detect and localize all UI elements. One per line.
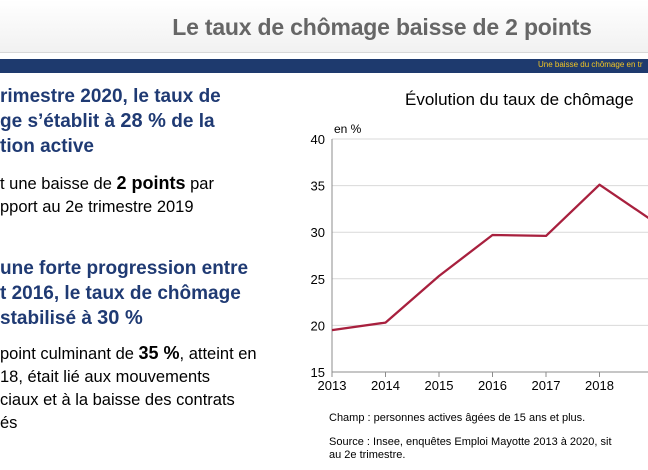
- paragraph-2-text: point culminant de: [0, 345, 139, 363]
- slide-header: Le taux de chômage baisse de 2 points: [0, 0, 648, 53]
- banner-text: Une baisse du chômage en tr: [538, 60, 643, 69]
- y-tick-label: 30: [311, 225, 325, 240]
- headline-1: rimestre 2020, le taux de ge s’établit à…: [0, 84, 221, 159]
- paragraph-2-text-end: , atteint en: [179, 345, 257, 363]
- y-axis-unit: en %: [334, 122, 362, 136]
- headline-1-line-3: tion active: [0, 136, 94, 157]
- paragraph-1-line-2: pport au 2e trimestre 2019: [0, 198, 194, 216]
- x-tick-label: 2014: [371, 378, 400, 393]
- y-tick-labels: 15 20 25 30 35 40: [311, 132, 325, 380]
- headline-2: une forte progression entre t 2016, le t…: [0, 256, 248, 331]
- headline-2-text: stabilisé à: [0, 308, 98, 329]
- source-note-line-1: Source : Insee, enquêtes Emploi Mayotte …: [329, 436, 612, 448]
- chart-axes: [331, 139, 648, 377]
- paragraph-1-line-1: t une baisse de 2 points par: [0, 172, 214, 196]
- x-tick-label: 2013: [318, 378, 347, 393]
- x-tick-label: 2015: [425, 378, 454, 393]
- paragraph-2-line-3: ciaux et à la baisse des contrats: [0, 391, 235, 409]
- peak-value: 35 %: [138, 343, 180, 363]
- source-note-line-2: au 2e trimestre.: [329, 449, 406, 461]
- decrease-points: 2 points: [116, 173, 186, 193]
- x-tick-label: 2018: [585, 378, 614, 393]
- paragraph-2-line-2: 18, était lié aux mouvements: [0, 368, 211, 386]
- chart-grid: [332, 138, 648, 326]
- chart-series: [331, 183, 648, 332]
- paragraph-1-text-end: par: [185, 175, 214, 193]
- x-tick-label: 2016: [478, 378, 507, 393]
- x-tick-labels: 2013201420152016201720182: [318, 378, 614, 393]
- y-tick-label: 25: [311, 272, 325, 287]
- slide-title: Le taux de chômage baisse de 2 points: [172, 14, 592, 40]
- headline-1-text: ge s’établit à: [0, 111, 121, 132]
- chart-title: Évolution du taux de chômage: [405, 90, 634, 109]
- paragraph-1: t une baisse de 2 points par pport au 2e…: [0, 172, 214, 219]
- paragraph-2-line-4: és: [0, 414, 18, 432]
- headline-2-line-3: stabilisé à 30 %: [0, 306, 248, 331]
- rate-value-28: 28 %: [120, 110, 166, 132]
- headline-1-line-1: rimestre 2020, le taux de: [0, 86, 221, 107]
- headline-1-line-2: ge s’établit à 28 % de la: [0, 109, 221, 134]
- y-tick-label: 35: [311, 179, 325, 194]
- y-tick-label: 20: [311, 318, 325, 333]
- headline-2-line-2: t 2016, le taux de chômage: [0, 283, 241, 304]
- section-banner: Une baisse du chômage en tr: [0, 59, 648, 73]
- unemployment-rate-line: [331, 183, 648, 332]
- paragraph-2-line-1: point culminant de 35 %, atteint en: [0, 342, 257, 366]
- y-tick-label: 40: [311, 132, 325, 147]
- paragraph-2: point culminant de 35 %, atteint en 18, …: [0, 342, 257, 435]
- source-note: Source : Insee, enquêtes Emploi Mayotte …: [329, 436, 612, 462]
- x-tick-label: 2017: [532, 378, 561, 393]
- headline-2-line-1: une forte progression entre: [0, 258, 249, 279]
- y-tick-label: 15: [311, 365, 325, 380]
- champ-note: Champ : personnes actives âgées de 15 an…: [329, 412, 586, 424]
- headline-1-text-end: de la: [165, 111, 215, 132]
- rate-value-30: 30 %: [97, 307, 143, 329]
- paragraph-1-text: t une baisse de: [0, 175, 117, 193]
